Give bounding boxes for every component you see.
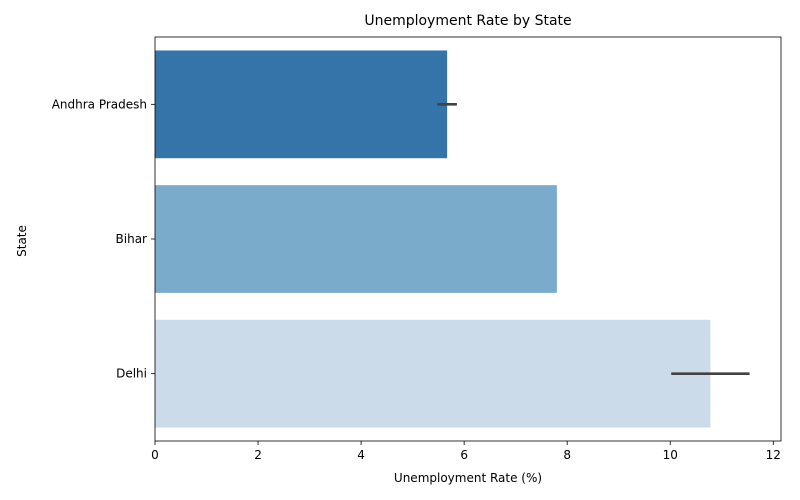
x-tick-label: 6 [460,448,468,462]
x-tick-label: 10 [663,448,678,462]
y-axis: Andhra Pradesh Bihar Delhi [52,97,155,381]
bar-bihar [155,185,557,293]
error-bars-layer [437,102,750,376]
bar-andhra-pradesh [155,50,448,159]
plot-frame [154,36,782,442]
x-tick-label: 4 [357,448,365,462]
x-axis-title: Unemployment Rate (%) [394,471,542,485]
x-tick-label: 8 [563,448,571,462]
y-tick-label: Bihar [116,232,148,246]
x-axis: 0 2 4 6 8 10 12 [151,441,781,462]
x-tick-label: 12 [766,448,781,462]
bars-layer [155,50,711,428]
x-tick-label: 2 [254,448,262,462]
y-tick-label: Delhi [116,367,147,381]
y-axis-title: State [15,225,29,257]
bar-delhi [155,319,711,428]
chart-title: Unemployment Rate by State [364,13,571,29]
y-tick-label: Andhra Pradesh [52,97,147,111]
x-tick-label: 0 [151,448,159,462]
